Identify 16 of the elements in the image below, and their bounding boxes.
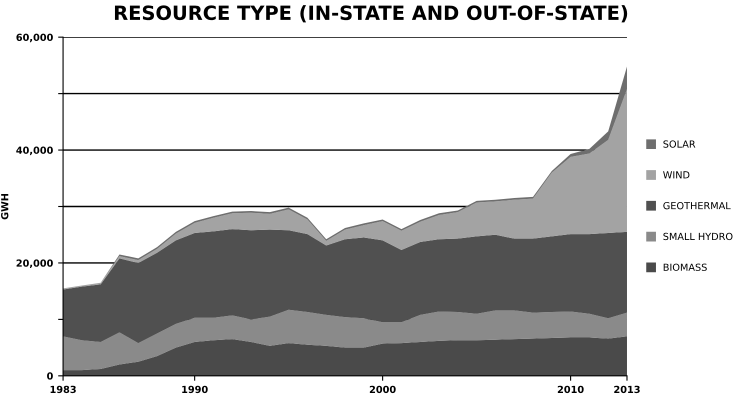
x-tick-label: 2013 <box>614 386 640 394</box>
y-tick-label: 40,000 <box>16 146 53 156</box>
x-tick-label: 1990 <box>182 386 208 394</box>
x-tick-label: 2000 <box>370 386 396 394</box>
x-tick-label: 2010 <box>558 386 584 394</box>
y-tick-label: 60,000 <box>16 34 53 42</box>
y-axis-title: GWH <box>1 194 8 220</box>
legend-label: SMALL HYDRO <box>663 232 732 240</box>
legend-label: BIOMASS <box>664 264 707 271</box>
legend-label: SOLAR <box>663 140 696 148</box>
x-tick-label: 1983 <box>50 386 76 394</box>
chart-title: RESOURCE TYPE (IN-STATE AND OUT-OF-STATE) <box>114 5 628 22</box>
legend-label: WIND <box>663 171 690 178</box>
y-tick-label: 20,000 <box>16 259 53 268</box>
y-tick-label: 0 <box>47 372 53 380</box>
legend-label: GEOTHERMAL <box>663 202 731 210</box>
